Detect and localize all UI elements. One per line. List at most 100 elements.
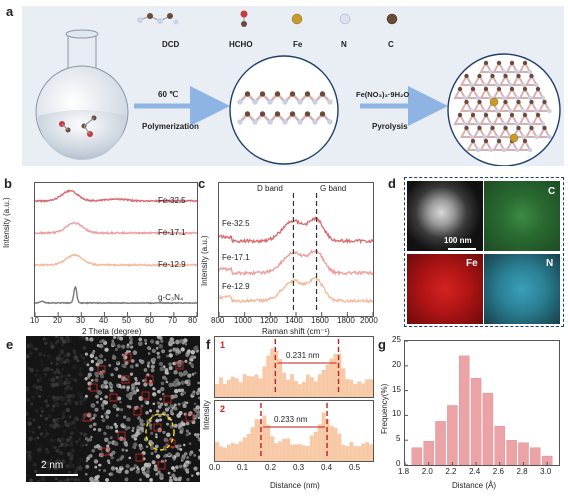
stem-atom [198,396,200,400]
stem-atom [54,459,59,464]
stem-atom [39,391,45,396]
stem-atom [116,336,120,340]
stem-atom [26,450,29,454]
lattice-bond [518,112,532,125]
stem-atom [26,361,29,366]
stem-atom [106,459,111,463]
stem-atom [53,446,57,449]
chain-atom [259,91,266,97]
stem-atom [191,372,195,376]
histogram-frame [404,340,560,466]
stem-atom [128,350,131,353]
stem-atom [173,469,176,472]
stem-atom [153,466,159,472]
stem-atom [119,336,124,341]
lattice-atom [501,147,507,153]
stem-atom [60,437,65,442]
stem-atom [135,388,140,393]
stem-atom [65,444,69,447]
single-atom-marker [145,375,154,384]
stem-atom [95,444,101,449]
single-atom-marker [135,453,144,462]
profile-2-frame [214,400,374,462]
stem-atom [168,382,174,388]
stem-atom [94,378,99,383]
lattice-bond [479,138,493,151]
profile-bar [290,444,294,461]
lattice-atom [495,82,500,88]
stem-atom [137,467,140,471]
stem-atom [88,454,93,458]
stem-atom [105,446,111,452]
n-atom-icon [339,13,351,25]
stem-atom [42,367,47,372]
profile-bar [262,415,267,461]
stem-atom [50,344,55,349]
stem-atom [197,437,200,442]
stem-atom [169,411,174,415]
stem-atom [34,409,39,413]
lattice-atom [534,134,539,140]
stem-atom [44,399,48,404]
lattice-atom [529,73,534,79]
histogram-xtick: 1.8 [398,467,410,476]
stem-atom [29,478,33,482]
stem-atom [55,448,60,453]
stem-atom [89,366,94,372]
xrd-ylabel: Intensity (a.u.) [2,197,11,248]
histogram-xlabel: Distance (Å) [452,481,497,490]
fe-map-image [407,254,483,324]
stem-atom [175,348,180,354]
c-map-image [484,181,560,251]
lattice-bond [505,138,519,151]
stem-atom [143,378,147,382]
stem-atom [186,477,190,482]
chain-atom [267,119,273,125]
stem-atom [150,445,155,451]
stem-atom [123,415,127,419]
profile-bar [337,353,342,397]
stem-atom [182,391,187,395]
stem-atom [157,389,161,394]
stem-atom [138,443,143,448]
stem-atom [47,475,52,481]
chain-atom [312,119,318,125]
stem-atom [145,473,150,478]
profile-bar [226,444,231,461]
histogram-bar [411,447,423,466]
lattice-atom [514,147,520,153]
lattice-atom [514,95,520,101]
lattice-atom [521,82,526,88]
stem-atom [138,396,144,401]
stem-atom [160,339,164,343]
stem-atom [166,432,171,438]
stem-atom [111,466,115,470]
lattice-atom [469,82,474,88]
lattice-atom [475,121,481,127]
stem-atom [156,409,160,413]
lattice-atom [522,86,528,92]
stem-atom [67,380,72,385]
stem-atom [67,359,71,364]
stem-atom [116,458,120,462]
stem-atom [29,368,34,373]
profile-ylabel: Intensity [202,400,211,430]
stem-atom [187,349,191,353]
stem-atom [104,395,108,399]
lattice-atom [464,125,469,131]
lattice-bond [524,73,539,86]
stem-atom [144,400,147,403]
profile-bar [345,378,350,397]
stem-atom [65,395,69,399]
raman-label-fe171: Fe-17.1 [222,253,250,262]
stem-atom [86,363,90,367]
stem-atom [55,368,59,371]
stem-atom [76,359,80,363]
stem-atom [180,388,185,393]
stem-atom [116,344,121,349]
profile-bar [305,374,310,397]
stem-atom [26,397,31,402]
stem-atom [167,471,171,475]
stem-atom [100,415,104,418]
profile-bar [262,366,267,397]
